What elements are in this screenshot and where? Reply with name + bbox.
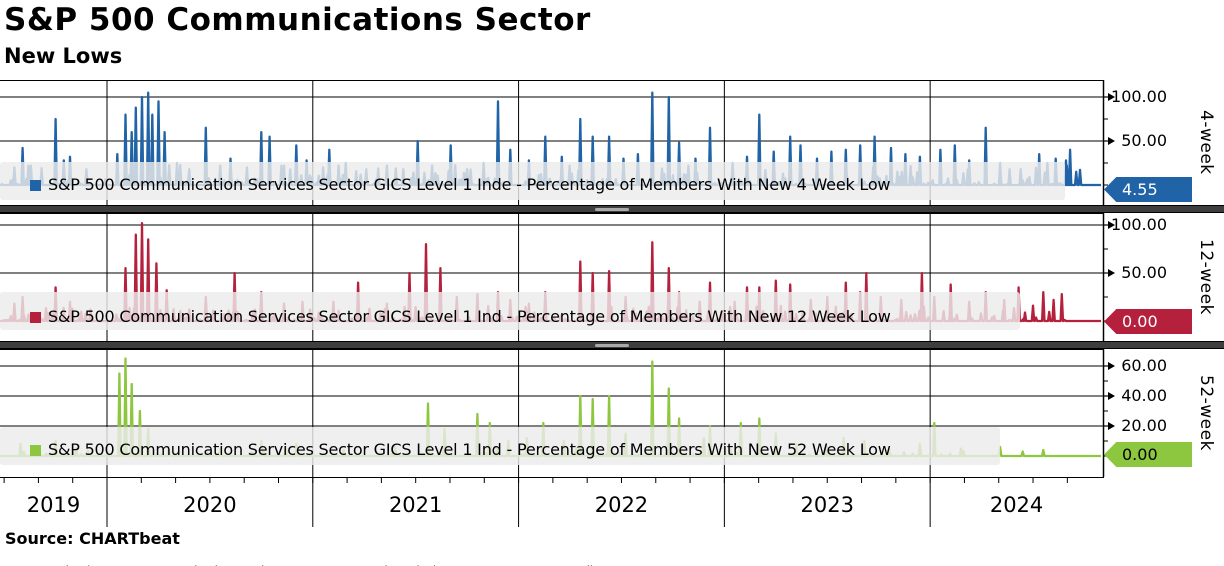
- pane-grip-icon: [595, 207, 629, 211]
- x-axis-year-label: 2022: [594, 493, 649, 517]
- last-value: 0.00: [1122, 445, 1158, 464]
- y-tick-arrow-icon: [1108, 422, 1115, 430]
- legend-band: [0, 292, 1020, 330]
- y-tick-label: 20.00: [1121, 416, 1167, 435]
- last-value: 0.00: [1122, 312, 1158, 331]
- pane-resize-handle[interactable]: [0, 341, 1224, 349]
- x-axis: 2019 2020 2021 2022 2023 2024: [0, 477, 1224, 530]
- y-tick-label: 100.00: [1111, 87, 1167, 106]
- panel-plot-4-week: [0, 80, 1115, 205]
- legend-marker-icon: [30, 180, 41, 191]
- panel-axis-title: 4-week: [1196, 110, 1216, 175]
- y-tick-arrow-icon: [1108, 392, 1115, 400]
- legend-band: [0, 162, 1065, 200]
- footer: S5TELS Index (S&P 500 Communication Serv…: [0, 550, 1224, 566]
- legend-label: S&P 500 Communication Services Sector GI…: [48, 175, 891, 194]
- x-axis-year-label: 2021: [388, 493, 443, 517]
- y-tick-label: 60.00: [1121, 356, 1167, 375]
- y-tick-label: 40.00: [1121, 386, 1167, 405]
- last-value-badge: 0.00: [1104, 442, 1192, 467]
- y-tick-label: 50.00: [1121, 263, 1167, 282]
- chart-title: S&P 500 Communications Sector: [4, 2, 591, 38]
- pane-grip-icon: [595, 343, 629, 347]
- chart-subtitle: New Lows: [4, 44, 123, 68]
- source-label: Source: CHARTbeat: [5, 529, 180, 548]
- x-axis-year-label: 2019: [26, 493, 81, 517]
- panel-axis-title: 52-week: [1196, 375, 1216, 451]
- panel-plot-52-week: [0, 349, 1115, 477]
- legend-4-week: S&P 500 Communication Services Sector GI…: [30, 174, 891, 196]
- legend-label: S&P 500 Communication Services Sector GI…: [48, 307, 891, 326]
- legend-band: [0, 427, 1000, 465]
- x-axis-year-label: 2024: [989, 493, 1044, 517]
- y-tick-arrow-icon: [1108, 269, 1115, 277]
- last-value: 4.55: [1122, 180, 1158, 199]
- y-tick-arrow-icon: [1108, 362, 1115, 370]
- panel-4-week-new-lows: S&P 500 Communication Services Sector GI…: [0, 80, 1224, 205]
- y-tick-arrow-icon: [1108, 93, 1115, 101]
- legend-marker-icon: [30, 445, 41, 456]
- panel-axis-title: 12-week: [1196, 239, 1216, 315]
- legend-12-week: S&P 500 Communication Services Sector GI…: [30, 306, 891, 328]
- last-value-badge: 0.00: [1104, 309, 1192, 334]
- legend-52-week: S&P 500 Communication Services Sector GI…: [30, 439, 891, 461]
- panel-12-week-new-lows: S&P 500 Communication Services Sector GI…: [0, 213, 1224, 341]
- y-tick-label: 50.00: [1121, 131, 1167, 150]
- panel-plot-12-week: [0, 213, 1115, 341]
- x-axis-year-label: 2020: [183, 493, 237, 517]
- x-axis-year-label: 2023: [800, 493, 854, 517]
- last-value-badge: 4.55: [1104, 177, 1192, 202]
- y-tick-arrow-icon: [1108, 221, 1115, 229]
- pane-resize-handle[interactable]: [0, 205, 1224, 213]
- legend-marker-icon: [30, 312, 41, 323]
- y-tick-arrow-icon: [1108, 137, 1115, 145]
- panel-52-week-new-lows: S&P 500 Communication Services Sector GI…: [0, 349, 1224, 477]
- legend-label: S&P 500 Communication Services Sector GI…: [48, 440, 891, 459]
- footer-index-info: S5TELS Index (S&P 500 Communication Serv…: [5, 564, 736, 566]
- x-axis-ticks: [0, 477, 1104, 527]
- y-tick-label: 100.00: [1111, 215, 1167, 234]
